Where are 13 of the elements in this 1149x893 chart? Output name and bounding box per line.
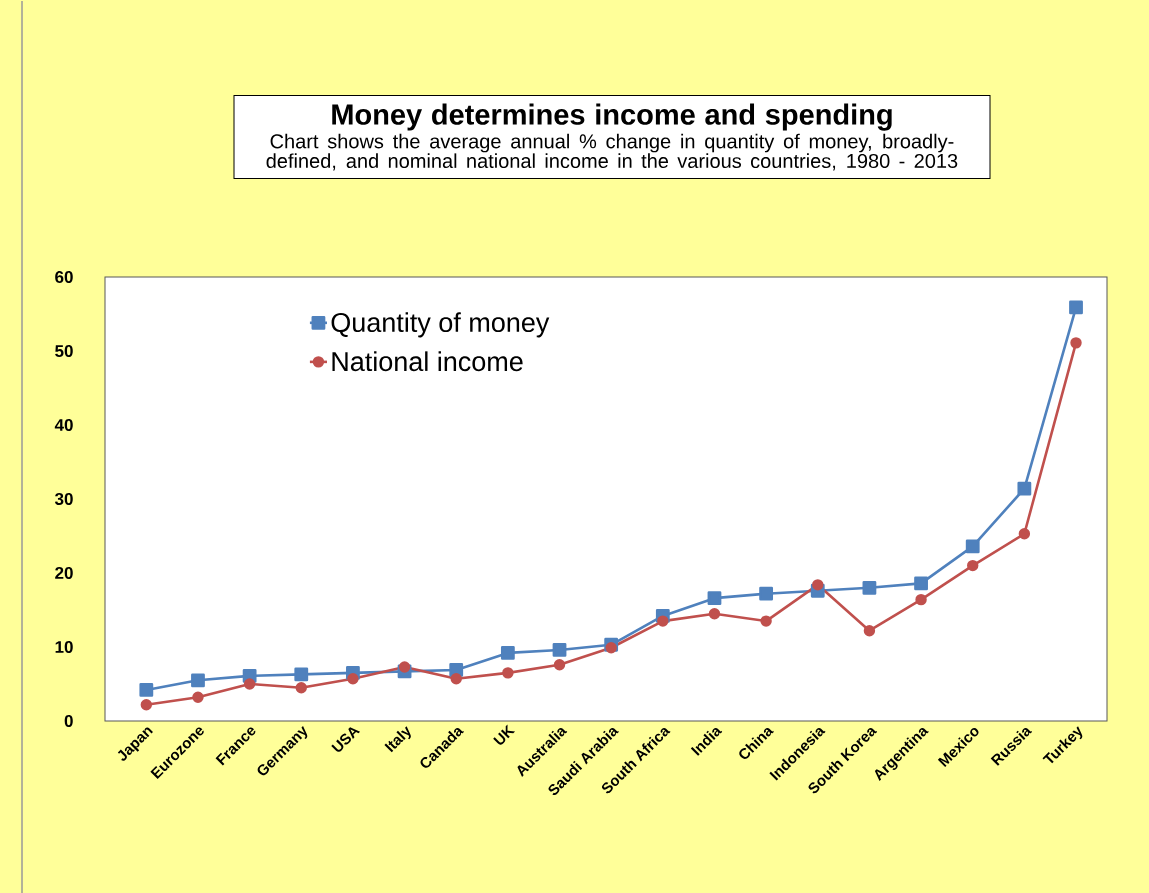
legend-label: National income (332, 351, 523, 372)
x-tick-label: UK (493, 724, 516, 745)
y-tick-label: 10 (55, 640, 73, 654)
y-tick-label: 40 (54, 418, 73, 432)
y-tick-label: 50 (55, 344, 73, 358)
x-tick-label: USA (331, 727, 361, 752)
chart-subtitle: Chart shows the average annual % change in quantity of money, broadly-defined, and nominal national income in the various countries, 1980 - 2013 (266, 133, 958, 171)
legend-label: Quantity of money (331, 312, 550, 338)
y-tick-label: 0 (64, 714, 73, 728)
chart-title: Money determines income and spending (332, 103, 892, 131)
y-tick-label: 30 (54, 492, 73, 506)
y-tick-label: 60 (55, 270, 73, 284)
y-tick-label: 20 (55, 566, 73, 580)
